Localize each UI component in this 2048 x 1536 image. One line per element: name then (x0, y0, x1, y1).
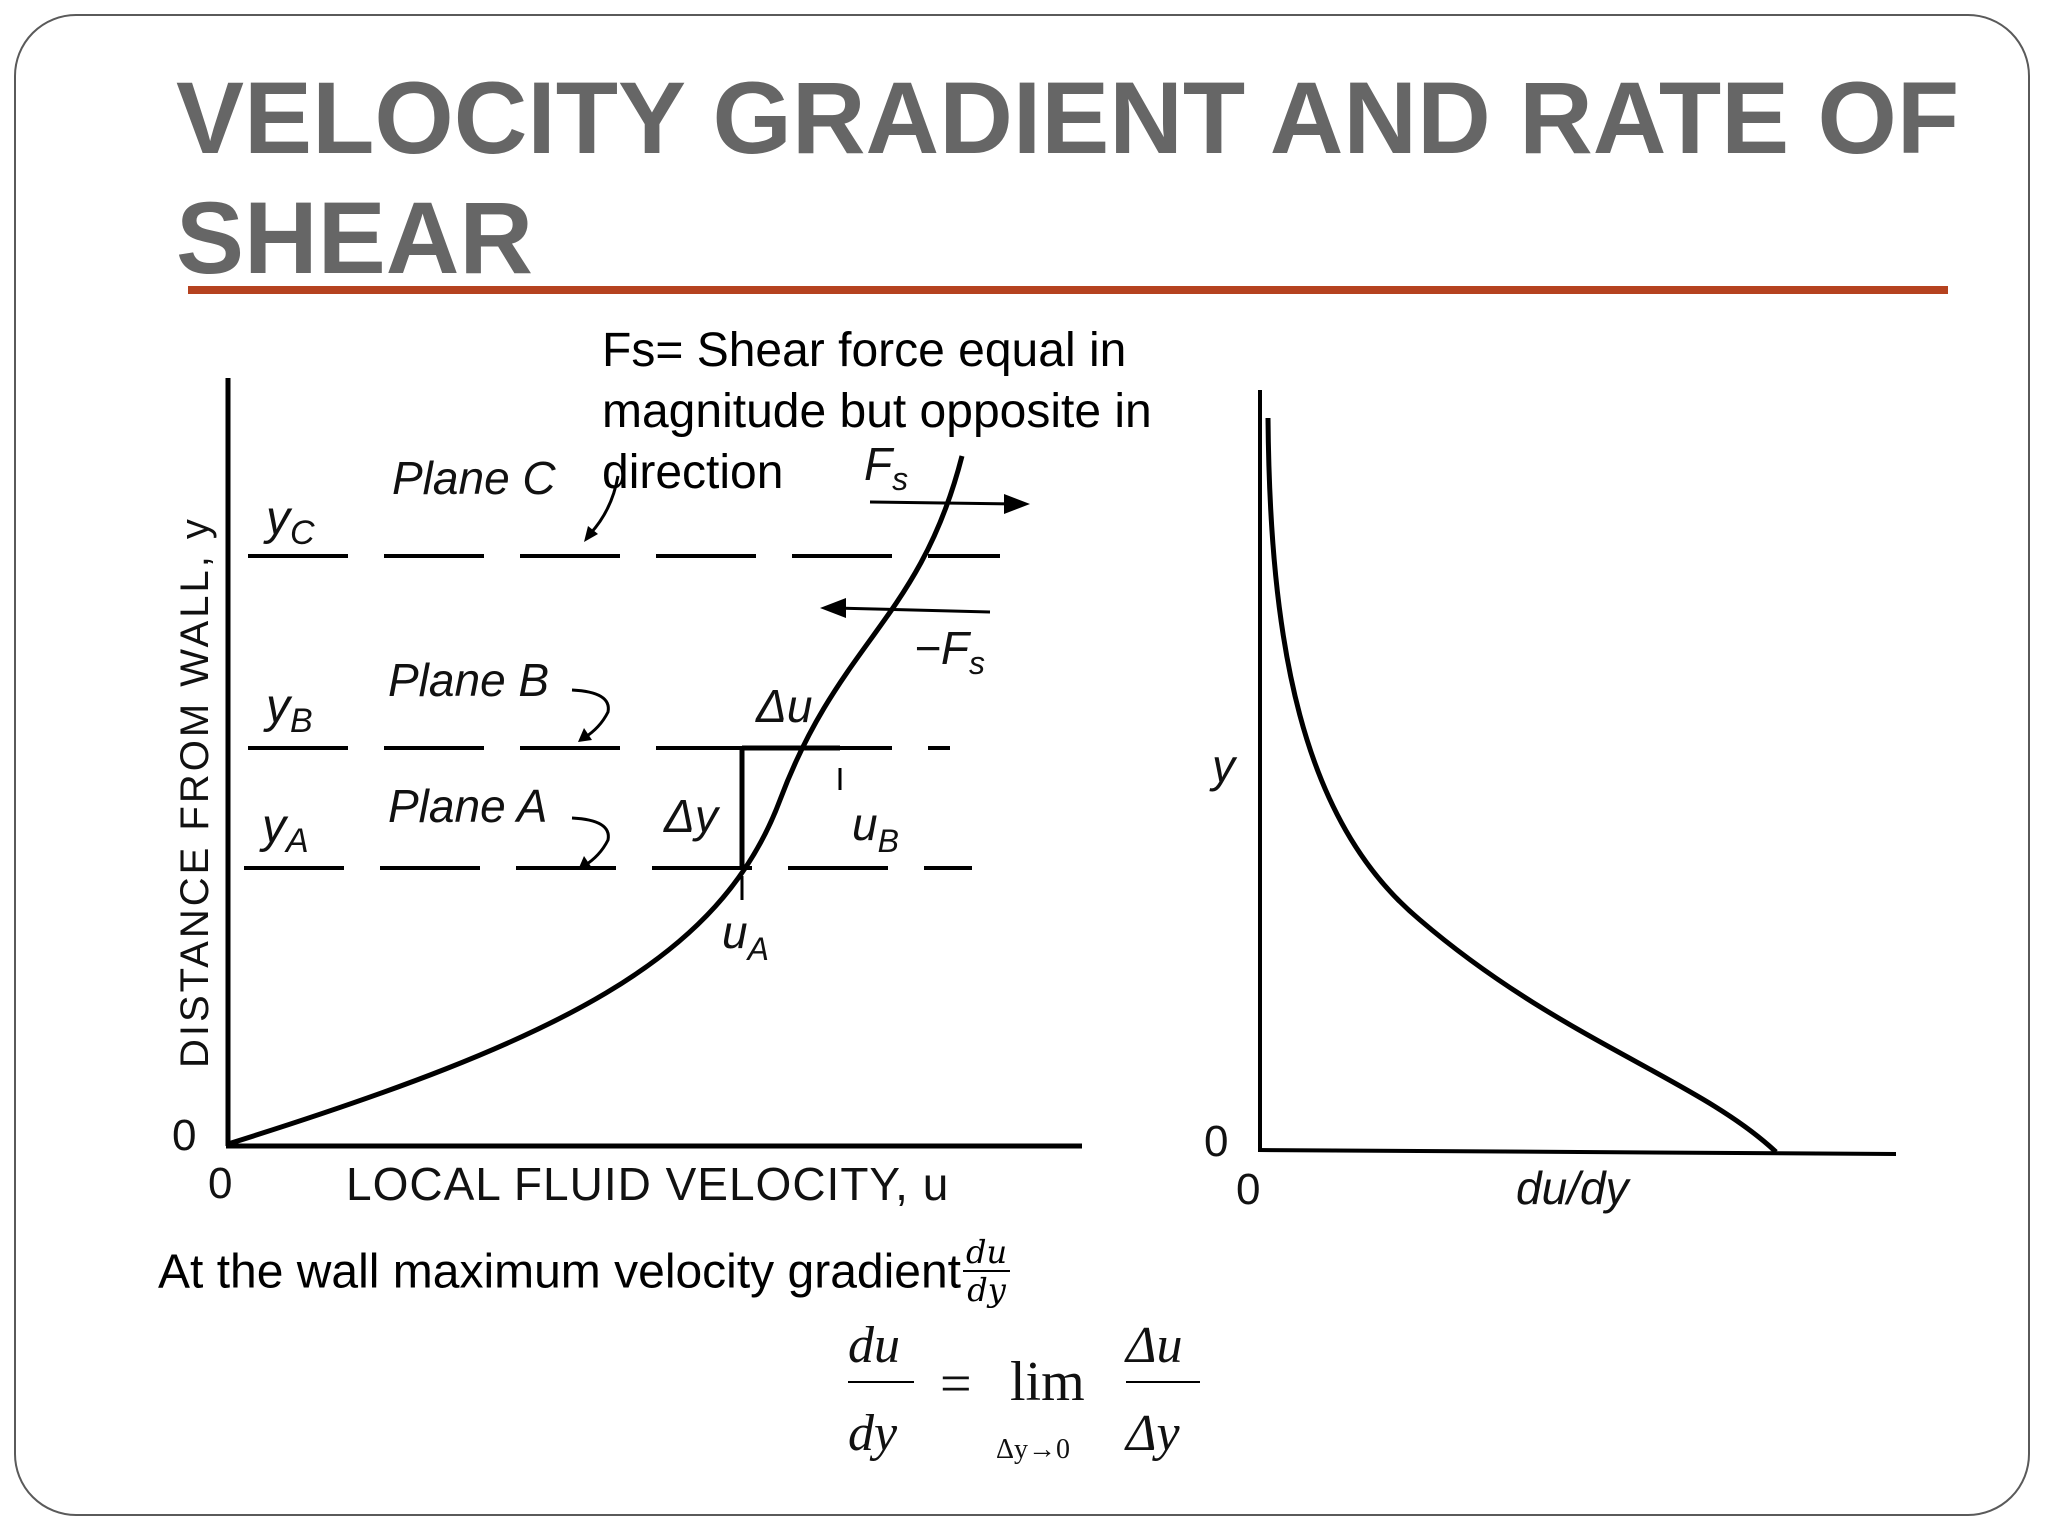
fs-arrowhead (1004, 494, 1030, 514)
left-origin-y: 0 (172, 1111, 196, 1160)
plane-a-pointer (571, 816, 610, 868)
eq-equals: = (940, 1353, 972, 1415)
velocity-profile-diagram: DISTANCE FROM WALL, y LOCAL FLUID VELOCI… (172, 378, 1082, 1210)
shear-rate-curve (1265, 417, 1778, 1154)
shear-force-note: Fs= Shear force equal in magnitude but o… (602, 324, 1152, 499)
right-origin-x: 0 (1236, 1165, 1260, 1214)
slide-frame (14, 14, 2030, 1516)
fs-arrow-shaft (869, 500, 1021, 506)
eq-lhs-numerator: du (848, 1317, 900, 1374)
neg-fs-label: −Fs (914, 622, 985, 681)
y-a-label: yA (259, 800, 309, 860)
wall-gradient-numerator: du (962, 1234, 1011, 1272)
plane-c-pointer (588, 475, 620, 536)
plane-c-arrowhead (584, 526, 598, 542)
eq-lhs-denominator: dy (848, 1405, 898, 1462)
eq-rhs-denominator: Δy (1124, 1405, 1181, 1462)
eq-lim-subscript: Δy→0 (996, 1434, 1070, 1465)
plane-a-arrowhead (578, 856, 592, 870)
right-x-axis (1257, 1148, 1897, 1156)
y-b-label: yB (263, 680, 313, 740)
plane-b-label: Plane B (388, 654, 549, 706)
left-y-axis-label: DISTANCE FROM WALL, y (173, 516, 217, 1068)
right-x-axis-label: du/dy (1516, 1162, 1632, 1214)
wall-gradient-note: At the wall maximum velocity gradient du d… (158, 1234, 1011, 1312)
wall-gradient-text: At the wall maximum velocity gradient (158, 1245, 961, 1299)
left-x-axis-label: LOCAL FLUID VELOCITY, u (346, 1158, 949, 1210)
eq-rhs-numerator: Δu (1124, 1317, 1183, 1374)
delta-u-label: Δu (755, 680, 812, 732)
shear-rate-diagram: y du/dy 0 0 (1204, 390, 1897, 1214)
plane-a-label: Plane A (388, 780, 547, 832)
u-b-label: uB (852, 798, 899, 859)
neg-fs-arrowhead (820, 598, 846, 618)
u-a-label: uA (722, 906, 769, 967)
right-origin-y: 0 (1204, 1117, 1228, 1166)
eq-lim: lim (1010, 1351, 1085, 1413)
y-c-label: yC (263, 492, 315, 552)
slide-title: VELOCITY GRADIENT AND RATE OF SHEAR (176, 61, 1960, 295)
title-underline (188, 286, 1948, 294)
left-origin-x: 0 (208, 1159, 232, 1208)
delta-y-label: Δy (663, 790, 721, 842)
neg-fs-arrow-shaft (833, 606, 991, 614)
fs-label: Fs (864, 438, 908, 497)
plane-b-arrowhead (578, 728, 592, 742)
plane-b-pointer (571, 688, 610, 740)
plane-c-label: Plane C (392, 452, 556, 504)
velocity-profile-curve (227, 455, 965, 1147)
right-y-axis-label: y (1209, 740, 1238, 792)
wall-gradient-fraction: du dy (962, 1234, 1011, 1309)
derivative-equation: du dy = lim Δy→0 Δu Δy (848, 1317, 1200, 1465)
wall-gradient-denominator: dy (967, 1271, 1006, 1309)
